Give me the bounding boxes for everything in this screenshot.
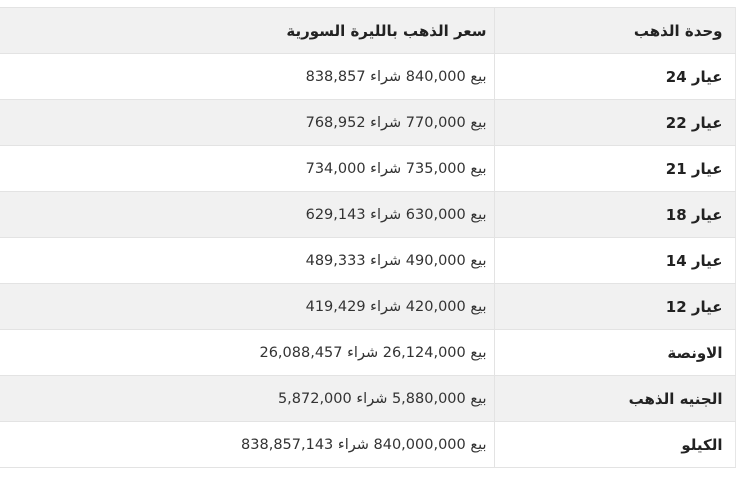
price-cell: بيع 490,000 شراء 489,333 xyxy=(0,237,494,284)
table-row-karat-21: عيار 21 بيع 735,000 شراء 734,000 xyxy=(0,145,736,192)
table-row-ounce: الاونصة بيع 26,124,000 شراء 26,088,457 xyxy=(0,329,736,376)
buy-value: 838,857,143 xyxy=(241,436,334,453)
price-cell: بيع 26,124,000 شراء 26,088,457 xyxy=(0,329,494,376)
sell-value: 26,124,000 xyxy=(382,344,466,361)
buy-value: 838,857 xyxy=(305,68,366,85)
price-cell: بيع 840,000 شراء 838,857 xyxy=(0,53,494,100)
table-row-karat-24: عيار 24 بيع 840,000 شراء 838,857 xyxy=(0,53,736,100)
sell-value: 5,880,000 xyxy=(391,390,466,407)
buy-value: 419,429 xyxy=(305,298,366,315)
buy-value: 629,143 xyxy=(305,206,366,223)
sell-value: 630,000 xyxy=(405,206,466,223)
table-row-karat-14: عيار 14 بيع 490,000 شراء 489,333 xyxy=(0,237,736,284)
buy-value: 768,952 xyxy=(305,114,366,131)
gold-price-table: وحدة الذهب سعر الذهب بالليرة السورية عيا… xyxy=(0,7,736,468)
sell-label: بيع xyxy=(470,160,487,177)
buy-label: شراء xyxy=(370,206,402,223)
sell-label: بيع xyxy=(470,344,487,361)
sell-label: بيع xyxy=(470,436,487,453)
sell-value: 420,000 xyxy=(405,298,466,315)
header-gold-price: سعر الذهب بالليرة السورية xyxy=(0,7,494,54)
unit-label: عيار 12 xyxy=(493,283,736,330)
buy-label: شراء xyxy=(337,436,369,453)
unit-label: الجنيه الذهب xyxy=(493,375,736,422)
price-cell: بيع 770,000 شراء 768,952 xyxy=(0,99,494,146)
sell-value: 840,000,000 xyxy=(373,436,466,453)
buy-label: شراء xyxy=(370,252,402,269)
price-cell: بيع 630,000 شراء 629,143 xyxy=(0,191,494,238)
table-header-row: وحدة الذهب سعر الذهب بالليرة السورية xyxy=(0,7,736,54)
sell-label: بيع xyxy=(470,390,487,407)
buy-value: 5,872,000 xyxy=(277,390,352,407)
sell-value: 840,000 xyxy=(405,68,466,85)
buy-label: شراء xyxy=(347,344,379,361)
buy-label: شراء xyxy=(370,114,402,131)
table-row-kilo: الكيلو بيع 840,000,000 شراء 838,857,143 xyxy=(0,421,736,468)
price-cell: بيع 420,000 شراء 419,429 xyxy=(0,283,494,330)
sell-label: بيع xyxy=(470,252,487,269)
table-row-karat-18: عيار 18 بيع 630,000 شراء 629,143 xyxy=(0,191,736,238)
unit-label: عيار 24 xyxy=(493,53,736,100)
unit-label: عيار 21 xyxy=(493,145,736,192)
price-cell: بيع 5,880,000 شراء 5,872,000 xyxy=(0,375,494,422)
unit-label: الكيلو xyxy=(493,421,736,468)
buy-value: 489,333 xyxy=(305,252,366,269)
sell-label: بيع xyxy=(470,114,487,131)
price-cell: بيع 735,000 شراء 734,000 xyxy=(0,145,494,192)
table-row-gold-pound: الجنيه الذهب بيع 5,880,000 شراء 5,872,00… xyxy=(0,375,736,422)
sell-label: بيع xyxy=(470,298,487,315)
table-row-karat-12: عيار 12 بيع 420,000 شراء 419,429 xyxy=(0,283,736,330)
sell-label: بيع xyxy=(470,206,487,223)
unit-label: عيار 22 xyxy=(493,99,736,146)
gold-price-widget: وحدة الذهب سعر الذهب بالليرة السورية عيا… xyxy=(0,7,736,468)
table-row-karat-22: عيار 22 بيع 770,000 شراء 768,952 xyxy=(0,99,736,146)
buy-label: شراء xyxy=(370,298,402,315)
sell-value: 490,000 xyxy=(405,252,466,269)
header-gold-unit: وحدة الذهب xyxy=(493,7,736,54)
buy-value: 734,000 xyxy=(305,160,366,177)
unit-label: عيار 14 xyxy=(493,237,736,284)
unit-label: الاونصة xyxy=(493,329,736,376)
buy-label: شراء xyxy=(370,68,402,85)
buy-label: شراء xyxy=(356,390,388,407)
unit-label: عيار 18 xyxy=(493,191,736,238)
buy-label: شراء xyxy=(370,160,402,177)
sell-value: 735,000 xyxy=(405,160,466,177)
buy-value: 26,088,457 xyxy=(259,344,343,361)
sell-value: 770,000 xyxy=(405,114,466,131)
price-cell: بيع 840,000,000 شراء 838,857,143 xyxy=(0,421,494,468)
sell-label: بيع xyxy=(470,68,487,85)
